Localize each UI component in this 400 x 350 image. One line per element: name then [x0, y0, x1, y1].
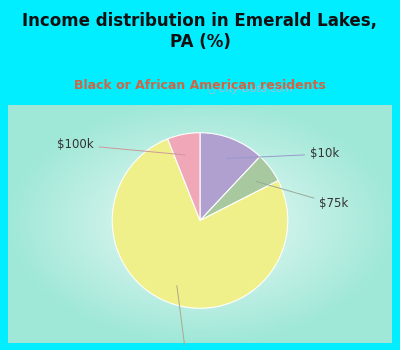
Text: $10k: $10k	[227, 147, 339, 160]
Text: $100k: $100k	[57, 138, 185, 155]
Wedge shape	[168, 133, 200, 220]
Wedge shape	[200, 156, 278, 220]
Text: Black or African American residents: Black or African American residents	[74, 79, 326, 92]
Text: $75k: $75k	[256, 181, 349, 210]
Text: $150k: $150k	[168, 286, 204, 350]
Text: Income distribution in Emerald Lakes,
PA (%): Income distribution in Emerald Lakes, PA…	[22, 12, 378, 51]
Wedge shape	[200, 133, 260, 220]
Wedge shape	[112, 139, 288, 308]
Text: ⓘ City-Data.com: ⓘ City-Data.com	[209, 84, 293, 94]
